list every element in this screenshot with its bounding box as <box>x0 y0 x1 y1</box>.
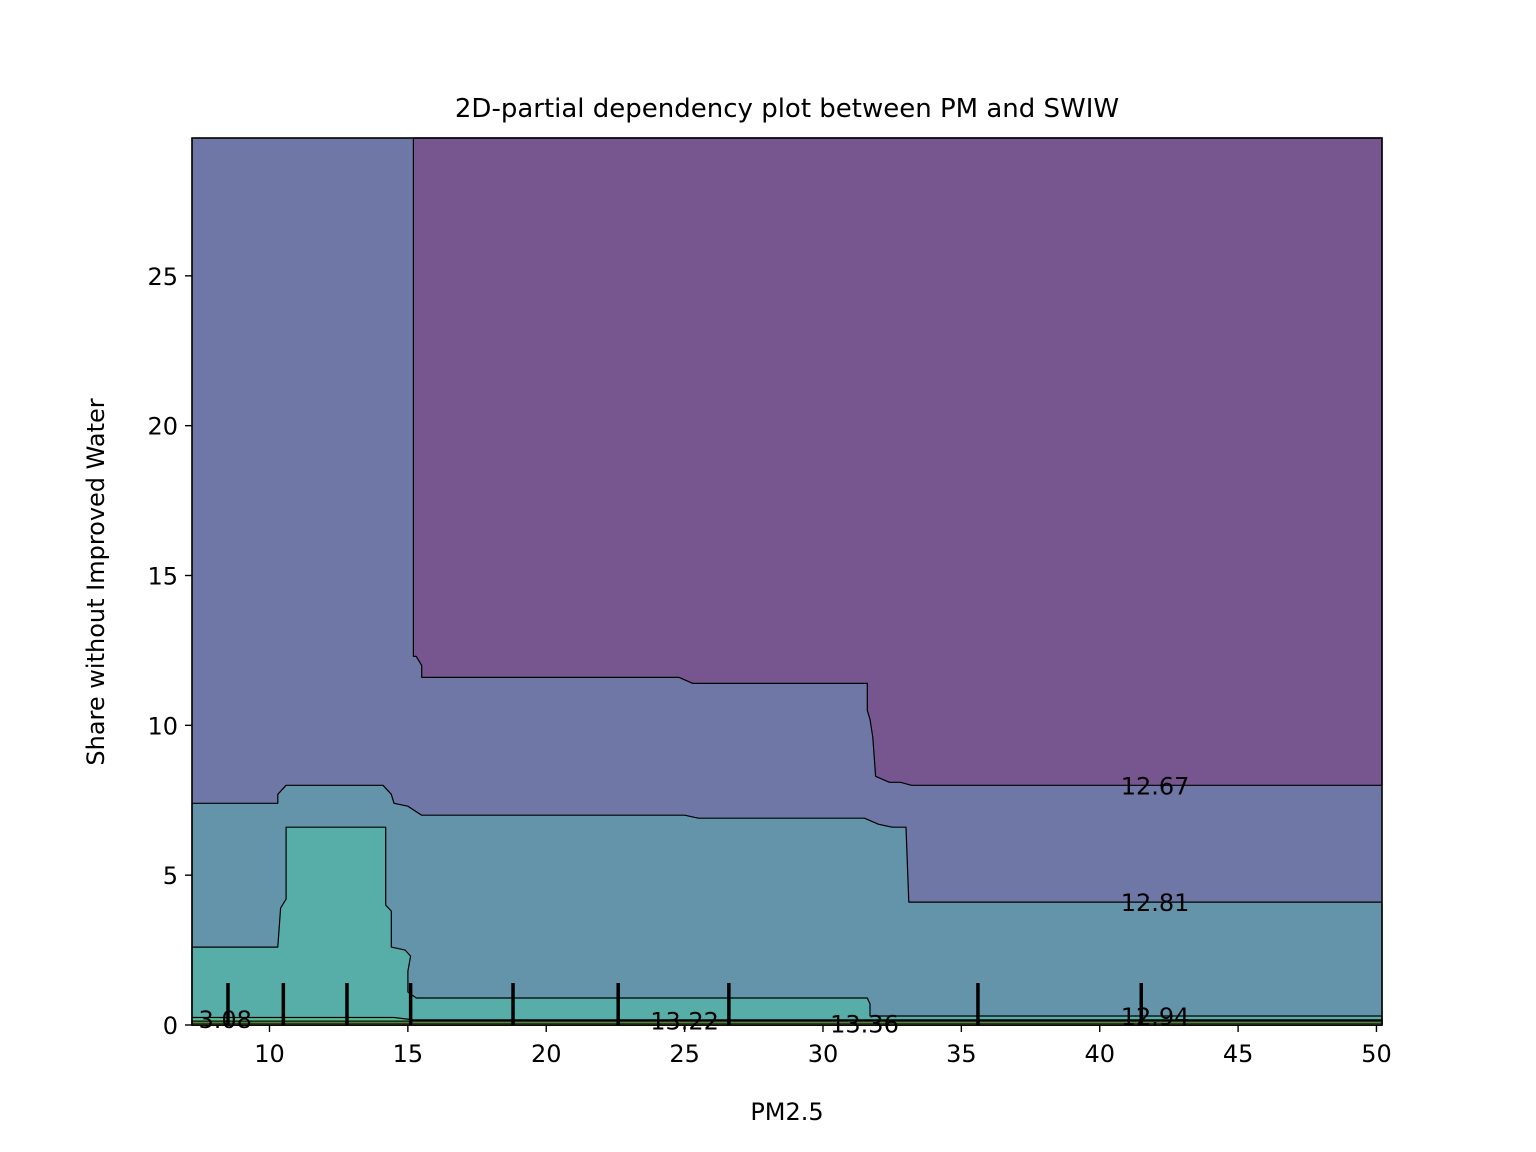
y-axis: 0 5 10 15 20 25 <box>147 263 192 1040</box>
plot-frame <box>191 137 1383 1026</box>
contour-region-12.81_to_12.94 <box>191 784 1383 1026</box>
contour-label: 3.08 <box>198 1006 251 1034</box>
y-tick-label: 15 <box>147 563 178 591</box>
x-tick-label: 40 <box>1084 1040 1115 1068</box>
y-tick-label: 10 <box>147 712 178 740</box>
contour-label: 12.94 <box>1121 1003 1190 1031</box>
x-tick-label: 25 <box>669 1040 700 1068</box>
x-tick-label: 35 <box>946 1040 977 1068</box>
y-tick-label: 5 <box>163 862 178 890</box>
y-tick-label: 0 <box>163 1012 178 1040</box>
x-tick-label: 15 <box>393 1040 424 1068</box>
x-tick-label: 50 <box>1361 1040 1392 1068</box>
y-tick-label: 25 <box>147 263 178 291</box>
x-tick-label: 20 <box>531 1040 562 1068</box>
x-tick-label: 10 <box>254 1040 285 1068</box>
x-tick-label: 45 <box>1223 1040 1254 1068</box>
y-axis-label: Share without Improved Water <box>82 398 110 765</box>
contour-region-12.94_to_13.08 <box>191 826 1383 1026</box>
x-tick-label: 30 <box>808 1040 839 1068</box>
y-tick-label: 20 <box>147 413 178 441</box>
chart-title: 2D-partial dependency plot between PM an… <box>455 94 1119 124</box>
x-axis-label: PM2.5 <box>750 1098 823 1126</box>
contour-region-below_12.67 <box>412 137 1383 786</box>
x-axis: 10 15 20 25 30 35 40 45 50 <box>254 1025 1392 1068</box>
contour-label: 12.67 <box>1121 772 1190 800</box>
contour-label: 12.81 <box>1121 889 1190 917</box>
